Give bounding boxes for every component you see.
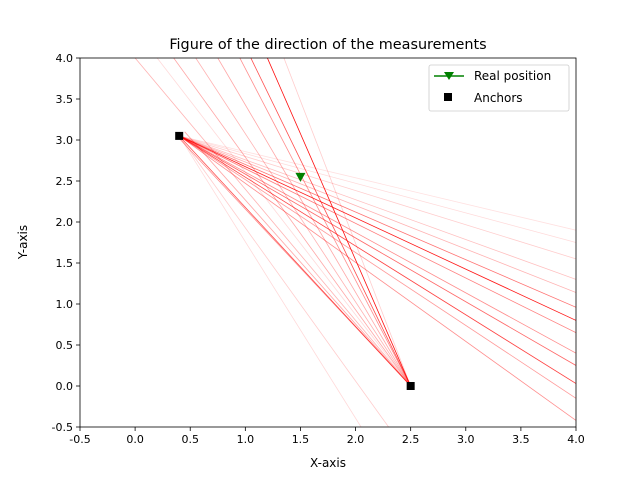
legend-real-position-label: Real position xyxy=(474,69,551,83)
measurement-ray xyxy=(178,135,576,421)
chart-title: Figure of the direction of the measureme… xyxy=(169,37,486,53)
measurement-ray xyxy=(156,58,411,387)
y-axis-ticks: -0.5 0.0 0.5 1.0 1.5 2.0 2.5 3.0 3.5 4.0 xyxy=(52,52,80,434)
measurement-ray xyxy=(178,138,411,387)
measurement-ray xyxy=(179,135,576,321)
measurement-ray xyxy=(173,58,411,387)
legend-anchors-label: Anchors xyxy=(474,91,523,105)
y-tick-label: 3.0 xyxy=(56,134,74,147)
plot-area-frame xyxy=(79,57,577,428)
y-tick-label: 1.0 xyxy=(56,298,74,311)
y-tick-label: 2.5 xyxy=(56,175,74,188)
x-tick-label: 1.5 xyxy=(292,433,310,446)
y-tick-label: -0.5 xyxy=(52,421,73,434)
y-tick-label: 0.0 xyxy=(56,380,74,393)
anchor-marker xyxy=(406,382,415,390)
measurement-ray xyxy=(179,135,576,334)
measurement-ray xyxy=(178,135,576,366)
chart-markers xyxy=(175,131,415,390)
x-tick-label: 1.0 xyxy=(237,433,255,446)
x-tick-label: 3.5 xyxy=(512,433,530,446)
x-tick-label: 0.0 xyxy=(126,433,144,446)
measurement-ray xyxy=(184,131,411,387)
measurement-ray xyxy=(239,58,412,387)
measurement-ray xyxy=(178,135,389,427)
legend: Real position Anchors xyxy=(428,64,570,112)
measurement-ray xyxy=(179,135,576,260)
measurement-ray xyxy=(283,58,412,387)
x-tick-label: 2.0 xyxy=(347,433,365,446)
measurement-ray xyxy=(178,135,576,384)
measurement-ray xyxy=(178,135,362,427)
measurement-rays xyxy=(134,58,576,427)
x-axis-ticks: -0.5 0.0 0.5 1.0 1.5 2.0 2.5 3.0 3.5 4.0 xyxy=(69,427,585,446)
measurement-ray xyxy=(195,58,412,387)
measurement-ray xyxy=(179,135,576,354)
y-tick-label: 4.0 xyxy=(56,52,74,65)
anchor-marker xyxy=(175,131,184,140)
x-tick-label: -0.5 xyxy=(69,433,90,446)
y-axis-label: Y-axis xyxy=(16,225,30,260)
measurement-ray xyxy=(179,135,576,280)
real-position-marker xyxy=(295,172,306,182)
x-tick-label: 0.5 xyxy=(181,433,199,446)
y-tick-label: 3.5 xyxy=(56,93,74,106)
legend-anchors-marker xyxy=(444,93,452,101)
y-tick-label: 2.0 xyxy=(56,216,74,229)
y-tick-label: 1.5 xyxy=(56,257,74,270)
measurement-ray xyxy=(178,135,576,399)
x-tick-label: 2.5 xyxy=(402,433,420,446)
measurement-ray xyxy=(179,135,576,243)
measurement-ray xyxy=(179,135,576,231)
measurement-ray xyxy=(250,58,412,387)
measurement-ray xyxy=(178,135,411,387)
measurement-ray xyxy=(267,58,412,387)
legend-real-position-marker xyxy=(444,72,454,80)
measurement-ray xyxy=(179,135,576,308)
x-tick-label: 4.0 xyxy=(567,433,585,446)
y-tick-label: 0.5 xyxy=(56,339,74,352)
x-tick-label: 3.0 xyxy=(457,433,475,446)
measurement-ray xyxy=(179,135,576,293)
measurement-ray xyxy=(134,58,411,387)
measurement-ray xyxy=(217,58,412,387)
x-axis-label: X-axis xyxy=(310,456,346,470)
